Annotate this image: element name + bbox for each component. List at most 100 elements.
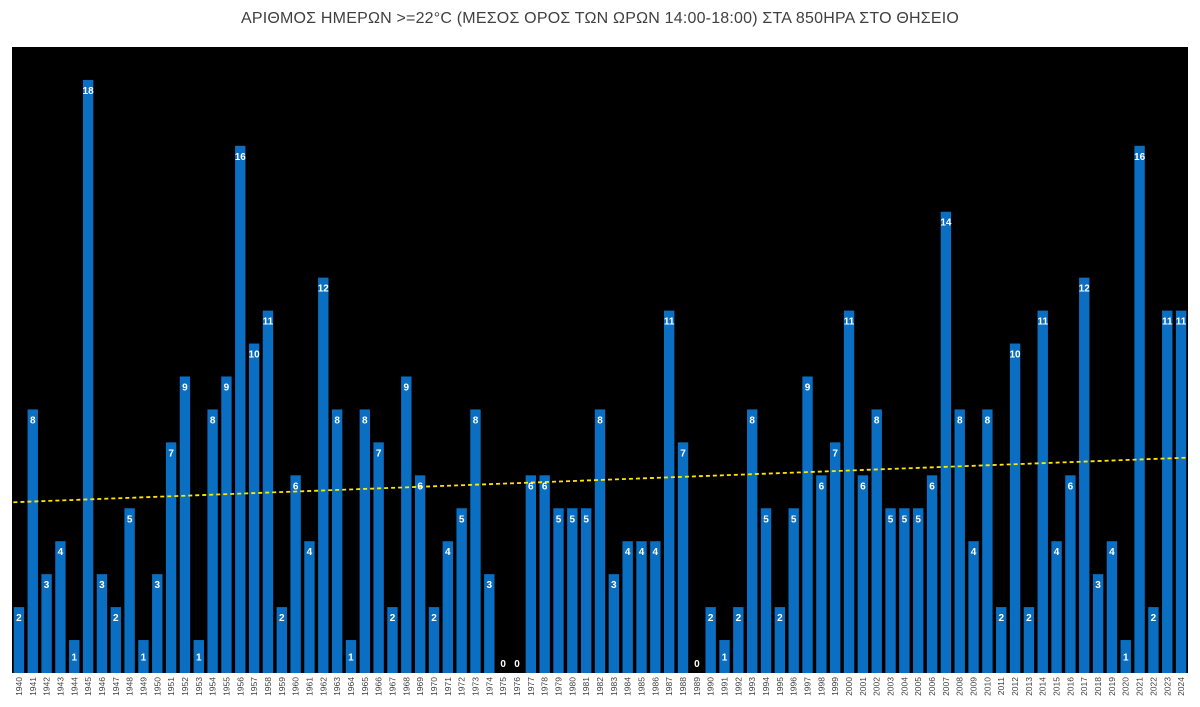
bar — [221, 376, 232, 673]
x-tick-label: 1953 — [194, 677, 204, 696]
bar-value-label: 11 — [1176, 317, 1187, 328]
bar — [857, 475, 869, 673]
bar-value-label: 2 — [736, 613, 742, 624]
x-tick-label: 2013 — [1024, 677, 1034, 696]
x-tick-label: 1984 — [623, 677, 633, 696]
x-tick-label: 1952 — [180, 677, 190, 696]
bar — [830, 442, 841, 673]
bar — [608, 574, 620, 673]
bar — [940, 211, 952, 674]
bar — [816, 475, 827, 673]
bar-value-label: 5 — [888, 514, 894, 525]
bar — [636, 541, 647, 673]
x-tick-label: 1990 — [706, 677, 716, 696]
bar-value-label: 3 — [44, 580, 50, 591]
bar-value-label: 16 — [235, 152, 247, 163]
bar-value-label: 0 — [514, 659, 520, 670]
bar-value-label: 4 — [58, 547, 64, 558]
x-tick-label: 2011 — [996, 677, 1006, 696]
x-tick-label: 1998 — [816, 677, 826, 696]
bar-value-label: 1 — [348, 653, 354, 664]
bar-value-label: 11 — [1162, 317, 1173, 328]
x-tick-label: 1969 — [415, 677, 425, 696]
bar-value-label: 2 — [16, 613, 22, 624]
x-tick-label: 2022 — [1148, 677, 1158, 696]
bar-value-label: 8 — [473, 415, 479, 426]
bar — [663, 310, 675, 673]
bar-value-label: 6 — [1068, 481, 1074, 492]
bar — [1134, 145, 1145, 674]
bar-value-label: 9 — [224, 382, 230, 393]
bar — [13, 607, 25, 673]
bar-value-label: 9 — [805, 382, 811, 393]
bar — [982, 409, 993, 673]
bar — [387, 607, 398, 673]
bar — [124, 508, 135, 673]
bar-value-label: 10 — [1009, 350, 1021, 361]
x-tick-label: 1961 — [304, 677, 314, 696]
x-tick-label: 1999 — [830, 677, 840, 696]
x-tick-label: 1988 — [678, 677, 688, 696]
bar-labels-group: 2834118325137918916101126412818729624583… — [16, 86, 1187, 670]
x-tick-label: 2005 — [913, 677, 923, 696]
bar — [1037, 310, 1048, 673]
bar — [774, 607, 786, 673]
bar — [1162, 310, 1173, 673]
bar — [304, 541, 315, 673]
bar-value-label: 4 — [1054, 547, 1060, 558]
bar-value-label: 12 — [318, 284, 330, 295]
bar — [747, 409, 758, 673]
x-tick-label: 1975 — [498, 677, 508, 696]
x-tick-labels-group: 1940 1941 1942 1943 1944 1945 1946 1947 1948 1949… — [14, 677, 1186, 696]
bar — [567, 508, 578, 673]
bar-value-label: 4 — [445, 547, 451, 558]
x-tick-label: 1978 — [540, 677, 550, 696]
bar-value-label: 11 — [1037, 317, 1048, 328]
bar — [401, 376, 412, 673]
bar-value-label: 16 — [1134, 152, 1146, 163]
bar-value-label: 3 — [1095, 580, 1101, 591]
bar-value-label: 5 — [556, 514, 562, 525]
bar — [193, 640, 204, 673]
bar-value-label: 8 — [597, 415, 603, 426]
x-tick-label: 1955 — [221, 677, 231, 696]
bar — [484, 574, 495, 673]
x-tick-label: 2020 — [1121, 677, 1131, 696]
x-tick-label: 1967 — [387, 677, 397, 696]
bar-value-label: 6 — [860, 481, 866, 492]
bar-value-label: 6 — [417, 481, 423, 492]
bar — [539, 475, 550, 673]
bar — [331, 409, 343, 673]
x-tick-label: 1966 — [374, 677, 384, 696]
bar — [525, 475, 537, 673]
bar — [165, 442, 177, 673]
bar — [996, 607, 1007, 673]
bar-value-label: 1 — [71, 653, 77, 664]
bar-value-label: 7 — [376, 448, 382, 459]
bar — [788, 508, 799, 673]
x-tick-label: 1940 — [14, 677, 24, 696]
bar — [1009, 343, 1021, 673]
x-tick-label: 1976 — [512, 677, 522, 696]
x-tick-label: 1943 — [55, 677, 65, 696]
x-tick-label: 2001 — [858, 677, 868, 696]
x-tick-label: 1991 — [720, 677, 730, 696]
x-tick-label: 1949 — [138, 677, 148, 696]
bar — [1065, 475, 1076, 673]
bar — [345, 640, 357, 673]
x-tick-label: 2000 — [844, 677, 854, 696]
bar — [926, 475, 938, 673]
bar-value-label: 7 — [680, 448, 686, 459]
x-tick-label: 1950 — [152, 677, 162, 696]
x-tick-label: 2018 — [1093, 677, 1103, 696]
bar-value-label: 6 — [528, 481, 534, 492]
bar-value-label: 6 — [542, 481, 548, 492]
bar-value-label: 9 — [182, 382, 188, 393]
bar-value-label: 5 — [902, 514, 908, 525]
bar-value-label: 8 — [362, 415, 368, 426]
x-tick-label: 1946 — [97, 677, 107, 696]
bar-value-label: 5 — [127, 514, 133, 525]
x-tick-label: 1973 — [470, 677, 480, 696]
